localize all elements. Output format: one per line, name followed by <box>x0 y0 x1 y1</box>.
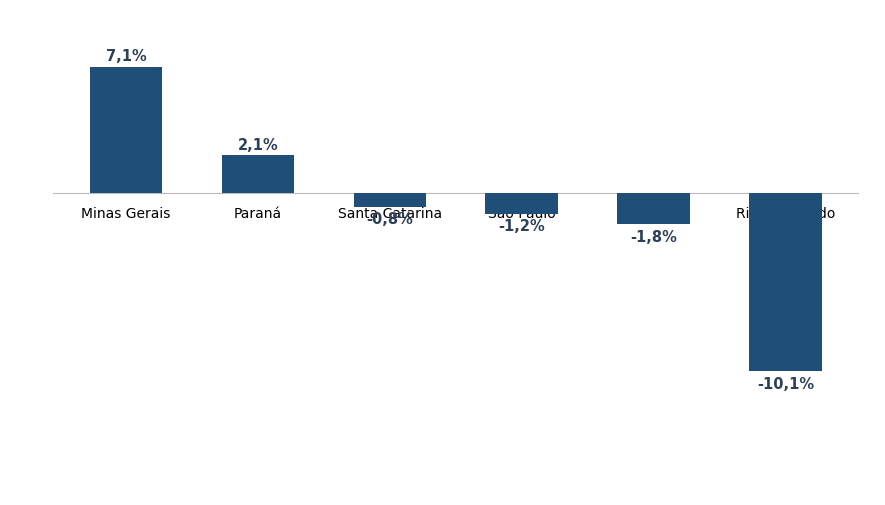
Bar <box>89 68 162 193</box>
Bar <box>221 156 294 193</box>
Bar <box>486 193 558 214</box>
Text: -0,8%: -0,8% <box>366 212 413 227</box>
Text: 2,1%: 2,1% <box>237 137 278 153</box>
Text: -10,1%: -10,1% <box>757 376 814 391</box>
Text: -1,2%: -1,2% <box>498 219 545 234</box>
Bar <box>750 193 822 372</box>
Bar <box>353 193 426 207</box>
Text: 7,1%: 7,1% <box>105 49 146 64</box>
Bar <box>618 193 690 225</box>
Text: -1,8%: -1,8% <box>630 229 677 244</box>
